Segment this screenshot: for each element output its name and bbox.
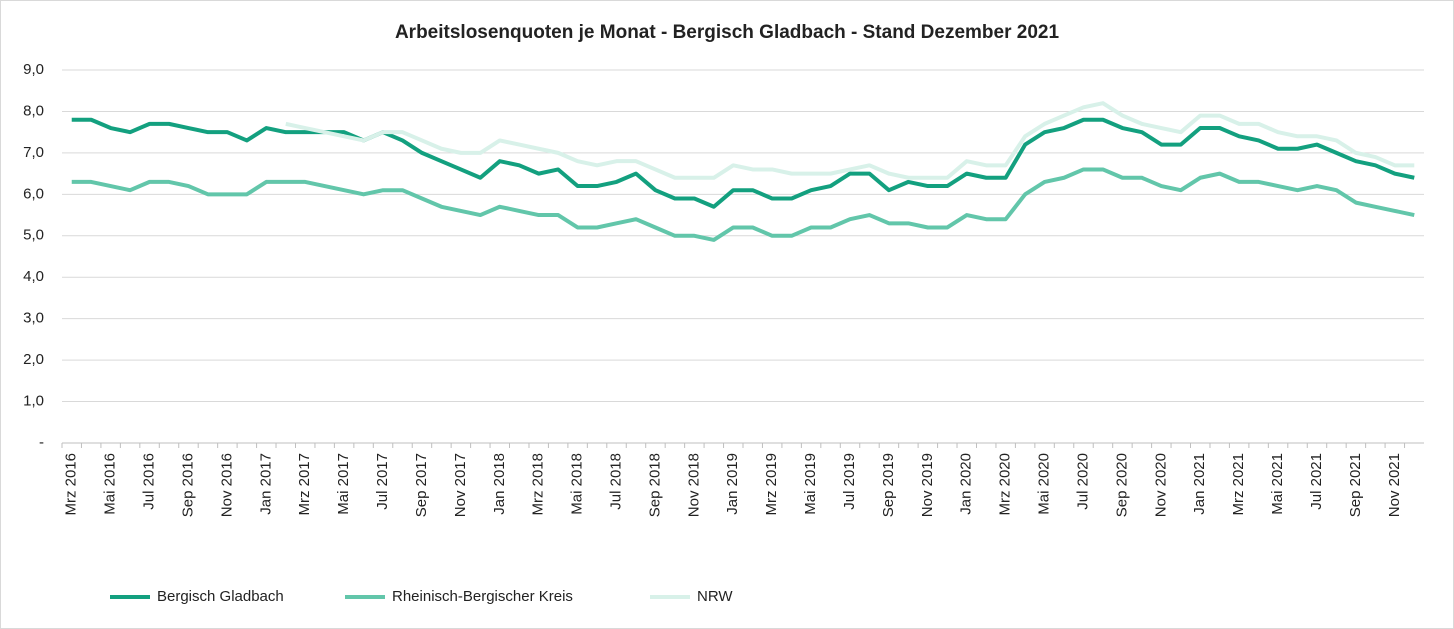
x-tick-label: Nov 2017 [452,453,469,517]
x-tick-label: Jan 2021 [1191,453,1208,515]
x-tick-label: Mai 2020 [1036,453,1053,515]
x-tick-label: Sep 2016 [179,453,196,517]
x-tick-label: Mai 2018 [569,453,586,515]
y-tick-label: 2,0 [23,351,44,368]
x-tick-label: Nov 2020 [1152,453,1169,517]
x-tick-label: Nov 2016 [218,453,235,517]
x-tick-label: Jul 2017 [374,453,391,510]
y-tick-label: 7,0 [23,144,44,161]
x-tick-label: Jul 2019 [841,453,858,510]
x-tick-label: Sep 2021 [1347,453,1364,517]
legend-label: NRW [697,588,733,605]
y-tick-label: 9,0 [23,61,44,78]
x-tick-label: Sep 2017 [413,453,430,517]
x-tick-label: Mrz 2019 [763,453,780,516]
x-tick-label: Mrz 2020 [997,453,1014,516]
y-tick-label: - [39,434,44,451]
x-tick-label: Jul 2020 [1074,453,1091,510]
line-series [71,167,1415,242]
x-tick-label: Mrz 2021 [1230,453,1247,516]
x-tick-label: Jul 2018 [607,453,624,510]
y-tick-label: 1,0 [23,393,44,410]
x-tick-label: Nov 2019 [919,453,936,517]
line-series [71,117,1415,209]
chart-title: Arbeitslosenquoten je Monat - Bergisch G… [395,22,1060,43]
legend-label: Rheinisch-Bergischer Kreis [392,588,573,605]
x-tick-label: Mai 2019 [802,453,819,515]
x-tick-label: Jan 2019 [724,453,741,515]
legend-label: Bergisch Gladbach [157,588,284,605]
x-tick-label: Sep 2019 [880,453,897,517]
x-tick-label: Nov 2021 [1386,453,1403,517]
x-tick-label: Mrz 2018 [530,453,547,516]
line-series [285,101,1415,180]
x-tick-label: Jan 2017 [257,453,274,515]
x-tick-label: Sep 2018 [646,453,663,517]
y-tick-label: 4,0 [23,268,44,285]
x-tick-label: Mrz 2016 [63,453,80,516]
x-tick-label: Jan 2020 [958,453,975,515]
x-tick-label: Mai 2021 [1269,453,1286,515]
x-tick-label: Jul 2021 [1308,453,1325,510]
x-tick-label: Jul 2016 [141,453,158,510]
x-tick-label: Mai 2016 [102,453,119,515]
y-tick-label: 8,0 [23,102,44,119]
x-tick-label: Mrz 2017 [296,453,313,516]
y-tick-label: 5,0 [23,227,44,244]
y-tick-label: 3,0 [23,310,44,327]
x-tick-label: Jan 2018 [491,453,508,515]
x-tick-label: Sep 2020 [1113,453,1130,517]
x-tick-label: Nov 2018 [685,453,702,517]
x-tick-label: Mai 2017 [335,453,352,515]
y-tick-label: 6,0 [23,185,44,202]
